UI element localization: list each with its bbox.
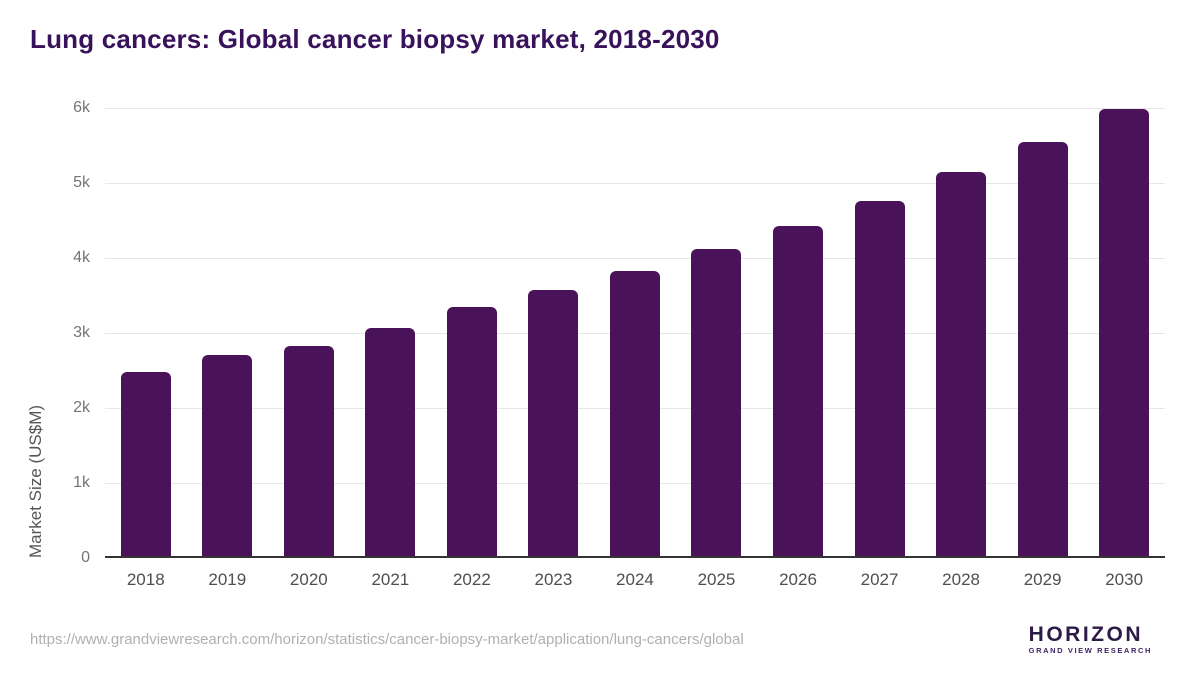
y-tick-label-0: 0 [81,549,90,566]
bar-slot-2025 [676,108,758,556]
bar-slot-2028 [920,108,1002,556]
x-tick-label-2025: 2025 [697,570,736,589]
x-tick-label-2027: 2027 [860,570,899,589]
bar-2019[interactable] [202,355,253,556]
bar-2018[interactable] [120,371,171,556]
logo-text: HORIZON GRAND VIEW RESEARCH [1028,622,1152,655]
footer: https://www.grandviewresearch.com/horizo… [0,613,1200,675]
bar-slot-2020 [268,108,350,556]
bar-slot-2018 [105,108,187,556]
bar-2026[interactable] [773,226,824,556]
bars-container [105,108,1165,556]
logo-sun-shape [991,631,1008,639]
x-tick-label-2020: 2020 [289,570,328,589]
x-tick-label-2029: 2029 [1023,570,1062,589]
y-tick-label-6k: 6k [73,99,90,116]
bar-slot-2026 [757,108,839,556]
x-tick-label-2026: 2026 [779,570,817,589]
x-tick-label-2022: 2022 [452,570,491,589]
bar-2028[interactable] [936,172,987,556]
x-tick-label-2028: 2028 [942,570,980,589]
logo-reflection-line [993,642,1007,644]
gridline-6k [105,108,1165,109]
bar-slot-2030 [1083,108,1165,556]
y-tick-label-5k: 5k [73,174,90,191]
bar-2020[interactable] [283,346,334,556]
x-tick-label-2030: 2030 [1105,570,1144,589]
y-tick-label-4k: 4k [73,249,90,266]
bar-2025[interactable] [691,249,742,556]
bar-slot-2027 [839,108,921,556]
gridline-5k [105,183,1165,184]
x-tick-label-2021: 2021 [371,570,410,589]
horizon-sun-icon [981,620,1019,658]
logo-subtitle: GRAND VIEW RESEARCH [1028,645,1152,655]
x-tick-label-2023: 2023 [534,570,573,589]
bar-slot-2023 [513,108,595,556]
bar-2027[interactable] [854,200,905,556]
y-tick-label-3k: 3k [73,324,90,341]
bar-2029[interactable] [1017,142,1068,556]
x-tick-labels: 2018 2019 2020 2021 2022 2023 2024 2025 2026 2027… [105,570,1165,590]
logo-reflection-line [995,646,1004,648]
y-tick-label-2k: 2k [73,399,90,416]
bar-slot-2024 [594,108,676,556]
bar-slot-2021 [350,108,432,556]
bar-2023[interactable] [528,289,579,556]
bar-2024[interactable] [609,270,660,556]
bar-2021[interactable] [365,328,416,556]
y-tick-label-1k: 1k [73,474,90,491]
x-tick-label-2024: 2024 [616,570,654,589]
bar-slot-2029 [1002,108,1084,556]
chart-title: Lung cancers: Global cancer biopsy marke… [30,24,720,54]
bar-slot-2022 [431,108,513,556]
gridline-4k [105,258,1165,259]
bar-2030[interactable] [1099,109,1150,556]
source-url: https://www.grandviewresearch.com/horizo… [30,630,744,648]
plot-area [105,108,1165,558]
horizon-logo: HORIZON GRAND VIEW RESEARCH [981,620,1152,658]
x-tick-label-2019: 2019 [208,570,247,589]
logo-title: HORIZON [1028,622,1143,646]
bar-slot-2019 [187,108,269,556]
bar-2022[interactable] [446,307,497,556]
x-tick-label-2018: 2018 [126,570,165,589]
